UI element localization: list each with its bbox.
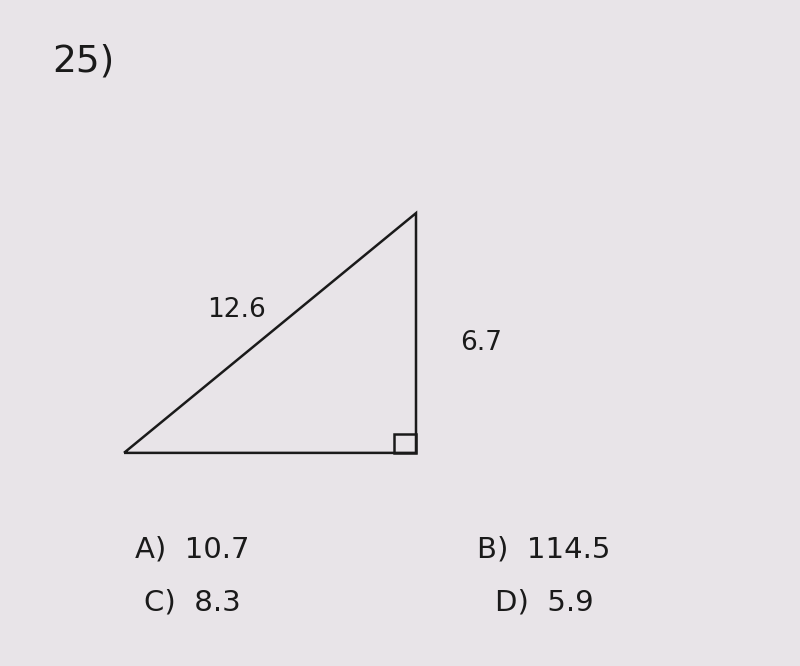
Text: 12.6: 12.6 [206, 296, 266, 323]
Bar [394, 434, 416, 453]
Text: C)  8.3: C) 8.3 [144, 589, 240, 617]
Text: B)  114.5: B) 114.5 [478, 535, 610, 563]
Text: A)  10.7: A) 10.7 [134, 535, 250, 563]
Text: 6.7: 6.7 [460, 330, 502, 356]
Text: D)  5.9: D) 5.9 [494, 589, 594, 617]
Text: 25): 25) [52, 43, 114, 79]
